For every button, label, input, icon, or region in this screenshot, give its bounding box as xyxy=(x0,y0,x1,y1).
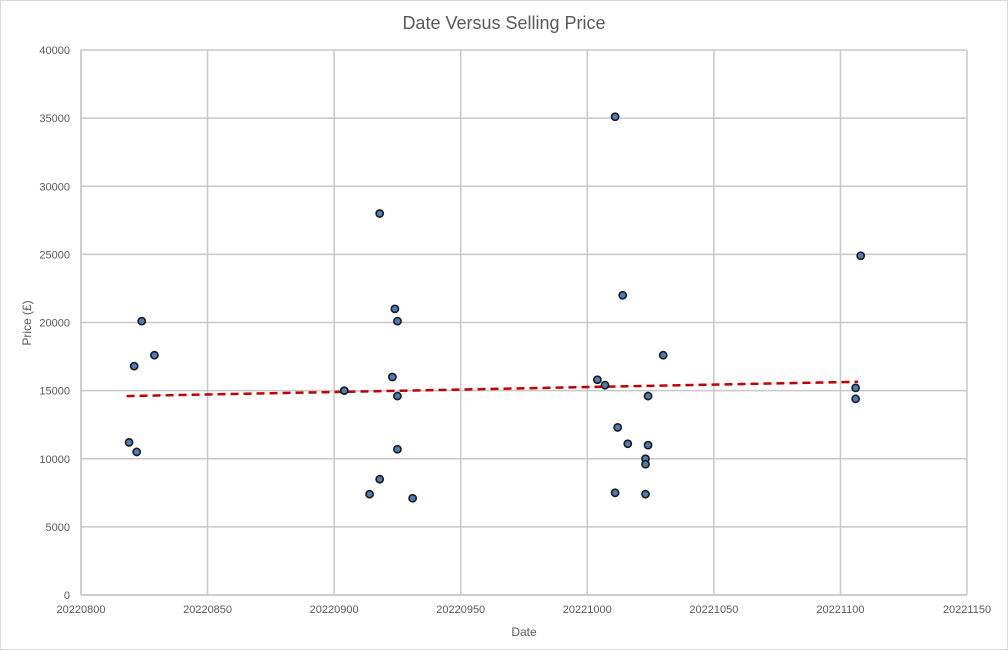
data-point xyxy=(387,372,397,382)
y-tick-label: 5000 xyxy=(46,522,70,534)
data-point xyxy=(641,459,650,469)
data-point xyxy=(593,375,602,385)
data-point xyxy=(851,383,861,393)
x-axis-title: Date xyxy=(511,625,537,639)
data-point xyxy=(856,251,866,261)
data-point xyxy=(613,423,623,432)
x-tick-label: 20220900 xyxy=(310,604,359,616)
data-point xyxy=(658,350,668,360)
data-point xyxy=(641,489,650,499)
data-point xyxy=(339,386,349,396)
data-point xyxy=(618,290,628,300)
chart-title: Date Versus Selling Price xyxy=(402,13,605,33)
data-point xyxy=(132,447,142,457)
gridlines xyxy=(80,49,968,596)
x-tick-label: 20221100 xyxy=(816,604,864,616)
y-tick-label: 15000 xyxy=(39,386,70,398)
x-tick-label: 20221050 xyxy=(689,604,738,616)
data-point xyxy=(375,474,385,484)
data-point xyxy=(393,444,402,454)
y-tick-label: 10000 xyxy=(39,454,70,466)
data-point xyxy=(390,304,400,314)
y-tick-label: 40000 xyxy=(39,45,70,57)
y-tick-label: 25000 xyxy=(39,249,70,261)
data-point xyxy=(643,391,653,401)
axes xyxy=(80,50,967,596)
data-point xyxy=(600,380,610,390)
data-point xyxy=(643,440,653,450)
y-tick-label: 30000 xyxy=(39,181,70,193)
data-point xyxy=(623,439,633,449)
linear-trendline xyxy=(126,380,859,398)
data-point xyxy=(137,316,147,326)
data-point xyxy=(610,488,620,498)
data-point xyxy=(129,361,139,371)
y-axis-title: Price (£) xyxy=(20,300,34,345)
y-tick-label: 35000 xyxy=(39,113,70,125)
trendline-layer xyxy=(126,380,859,398)
data-point xyxy=(365,489,374,499)
tick-labels: 0 5000 10000 15000 20000 25000 30000 35000 40000… xyxy=(39,45,991,616)
data-point xyxy=(124,437,134,447)
data-point xyxy=(393,316,402,326)
data-point xyxy=(851,394,861,404)
data-point xyxy=(375,209,385,218)
data-point xyxy=(393,391,402,401)
data-point xyxy=(610,112,620,122)
x-tick-label: 20221000 xyxy=(563,604,612,616)
x-tick-label: 20220950 xyxy=(436,604,485,616)
data-points xyxy=(124,112,866,503)
x-tick-label: 20221150 xyxy=(943,604,991,616)
data-point xyxy=(150,350,159,360)
y-tick-label: 0 xyxy=(64,590,70,602)
data-point xyxy=(408,493,418,503)
x-tick-label: 20220850 xyxy=(183,604,232,616)
x-tick-label: 20220800 xyxy=(57,604,106,616)
y-tick-label: 20000 xyxy=(39,318,70,330)
